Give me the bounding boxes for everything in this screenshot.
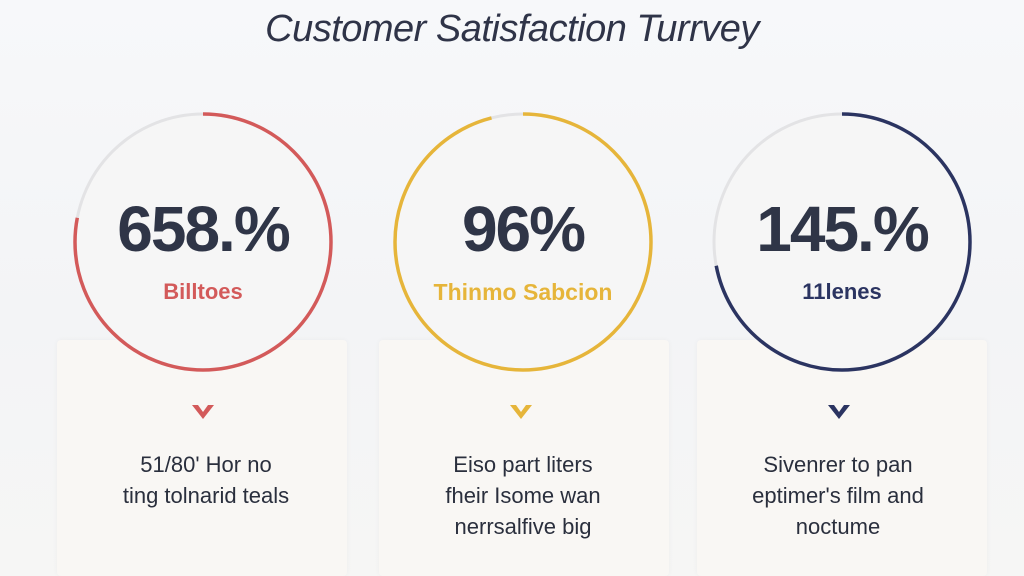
stat-label-2: Thinmo Sabcion [433, 279, 613, 305]
description-line: eptimer's film and [752, 483, 924, 508]
stat-label-3: 11lenes [802, 279, 882, 304]
stat-ring-1: 658.% Billtoes [73, 112, 333, 372]
card-panel-3 [697, 340, 987, 576]
description-line: 51/80' Hor no [140, 452, 272, 477]
stat-label-1: Billtoes [163, 279, 243, 304]
stat-ring-2: 96% Thinmo Sabcion [393, 112, 653, 372]
description-line: Sivenrer to pan [763, 452, 913, 477]
page-title: Customer Satisfaction Turrvey [265, 8, 759, 50]
description-line: Eiso part liters [453, 452, 593, 477]
progress-ring-2 [393, 112, 653, 372]
description-line: nerrsalfive big [454, 514, 592, 539]
card-panel-1 [57, 340, 347, 576]
stat-value-2: 96% [461, 193, 586, 265]
progress-ring-1 [73, 112, 333, 372]
progress-ring-3 [712, 112, 972, 372]
stat-value-3: 145.% [756, 193, 929, 265]
stat-value-1: 658.% [117, 193, 290, 265]
chevron-down-icon [828, 405, 850, 419]
description-line: fheir Isome wan [445, 483, 601, 508]
chevron-down-icon [192, 405, 214, 419]
chevron-down-icon [510, 405, 532, 419]
card-panel-2 [379, 340, 669, 576]
description-line: ting tolnarid teals [122, 483, 290, 508]
stat-ring-3: 145.% 11lenes [712, 112, 972, 372]
card-description-1: 51/80' Hor no ting tolnarid teals [61, 449, 351, 511]
card-description-2: Eiso part liters fheir Isome wan nerrsal… [378, 449, 668, 542]
card-description-3: Sivenrer to pan eptimer's film and noctu… [693, 449, 983, 542]
description-line: noctume [795, 514, 881, 539]
